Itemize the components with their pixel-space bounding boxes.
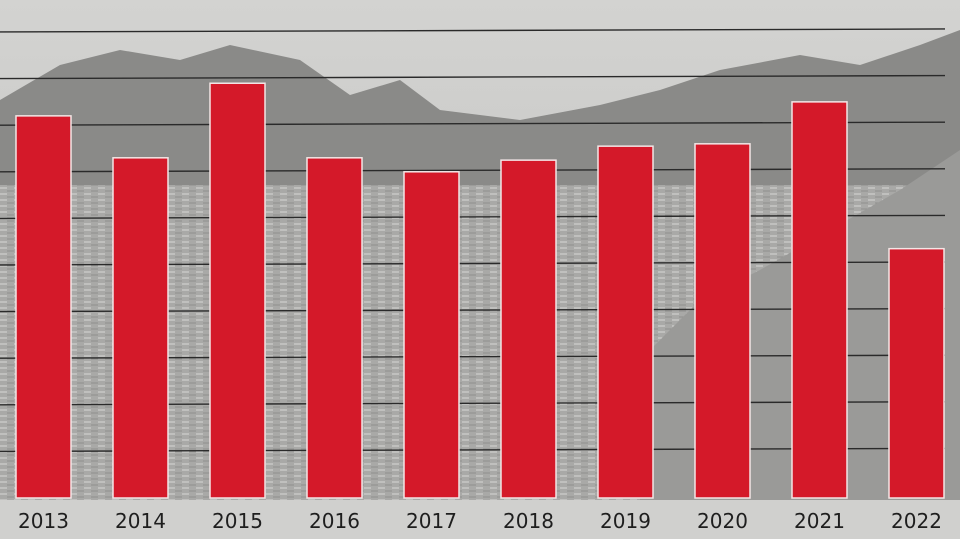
x-tick-label: 2016	[309, 509, 360, 533]
x-tick-label: 2015	[212, 509, 263, 533]
bar-2021	[791, 101, 848, 499]
bar-2016	[306, 157, 363, 499]
label-strip	[0, 500, 960, 539]
x-axis-labels: 2013 2014 2015 2016 2017 2018 2019 2020 2021 2022	[18, 509, 942, 533]
gridline	[0, 28, 946, 33]
x-tick-label: 2019	[600, 509, 651, 533]
gridline	[0, 74, 946, 80]
x-tick-label: 2022	[891, 509, 942, 533]
bars	[15, 82, 945, 499]
x-tick-label: 2013	[18, 509, 69, 533]
gridline	[0, 121, 946, 126]
bar-2013	[15, 115, 72, 499]
bar-2018	[500, 159, 557, 499]
bar-2014	[112, 157, 169, 499]
bar-2022	[888, 247, 945, 499]
bar-2020	[694, 143, 751, 499]
bar-2015	[209, 82, 266, 499]
bar-2017	[403, 171, 460, 499]
x-tick-label: 2018	[503, 509, 554, 533]
x-tick-label: 2021	[794, 509, 845, 533]
x-tick-label: 2020	[697, 509, 748, 533]
bar-2019	[597, 145, 654, 499]
x-tick-label: 2017	[406, 509, 457, 533]
x-tick-label: 2014	[115, 509, 166, 533]
